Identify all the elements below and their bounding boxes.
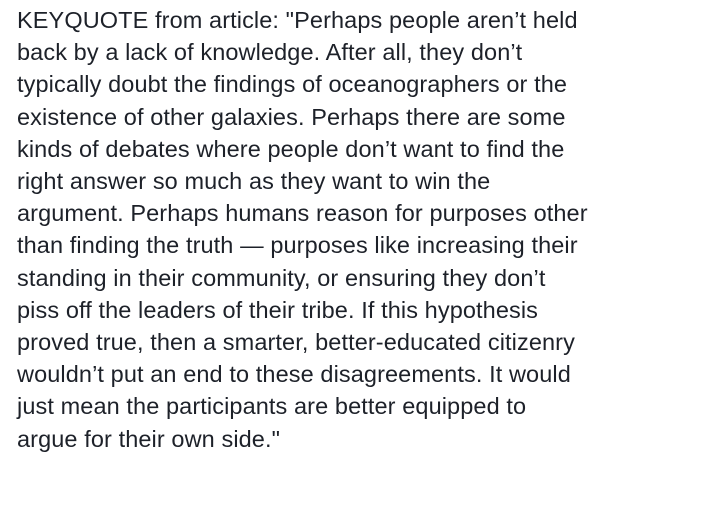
post-text-line: KEYQUOTE from article: "Perhaps people a… <box>17 7 578 33</box>
post-text-line: kinds of debates where people don’t want… <box>17 135 565 162</box>
post-text-line: than finding the truth — purposes like i… <box>17 232 578 259</box>
post-text-line: typically doubt the findings of oceanogr… <box>17 71 568 98</box>
post-text-line: back by a lack of knowledge. After all, … <box>17 39 523 66</box>
post-text: KEYQUOTE from article: "Perhaps people a… <box>17 4 717 455</box>
post-text-line: proved true, then a smarter, better-educ… <box>17 329 575 356</box>
post-text-line: right answer so much as they want to win… <box>17 168 491 195</box>
post-text-line: argument. Perhaps humans reason for purp… <box>17 200 588 227</box>
post-text-line: existence of other galaxies. Perhaps the… <box>17 103 566 130</box>
post-text-line: piss off the leaders of their tribe. If … <box>17 296 539 323</box>
post-text-line: standing in their community, or ensuring… <box>17 264 546 291</box>
post-text-line: just mean the participants are better eq… <box>17 393 527 420</box>
post-text-line: argue for their own side." <box>17 425 281 452</box>
post-text-line: wouldn’t put an end to these disagreemen… <box>17 361 571 388</box>
